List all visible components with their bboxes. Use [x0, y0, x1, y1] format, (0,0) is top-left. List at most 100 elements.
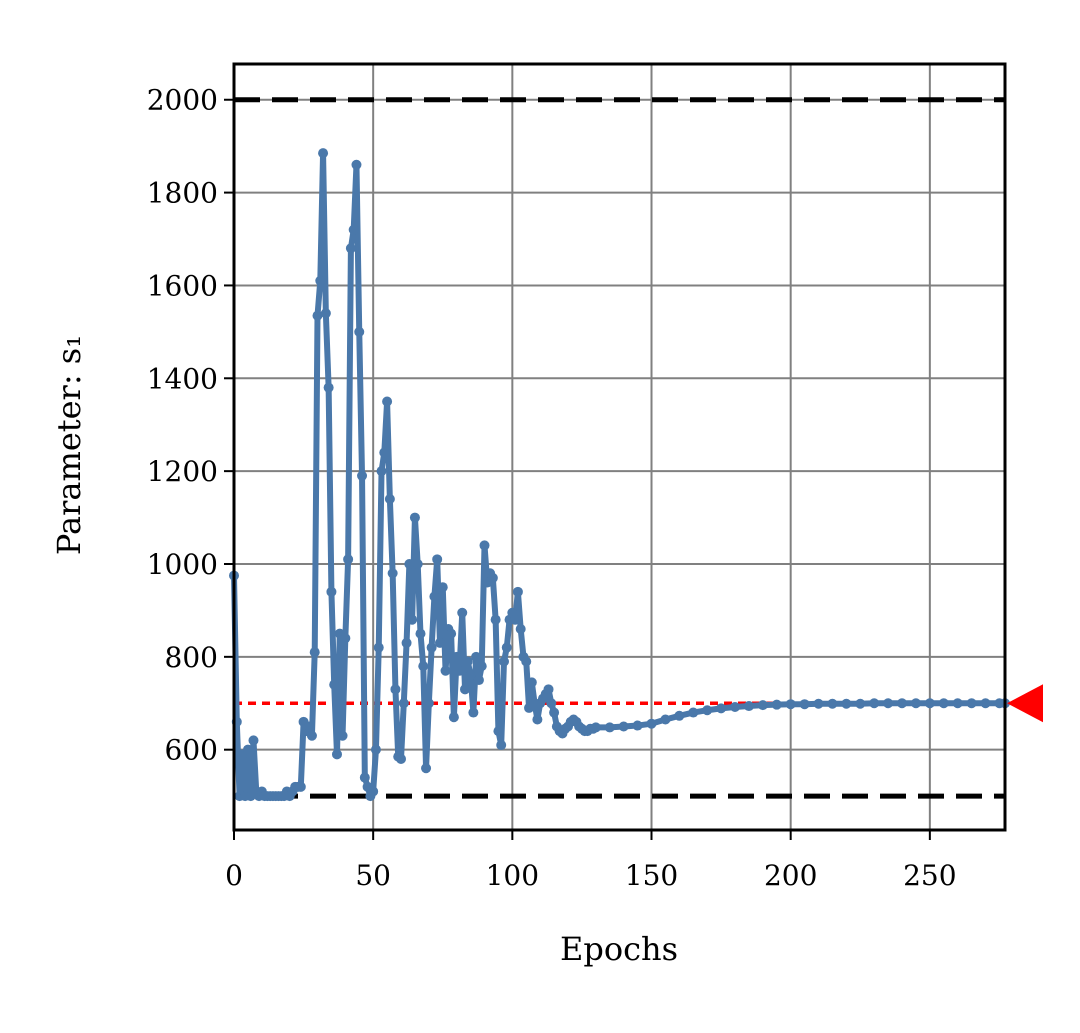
- point: [387, 568, 398, 579]
- point: [446, 628, 457, 639]
- point: [440, 665, 451, 676]
- point: [434, 637, 445, 648]
- point: [487, 572, 498, 583]
- point: [418, 661, 429, 672]
- y-tick-label: 1800: [147, 177, 218, 210]
- point: [471, 651, 482, 662]
- point: [304, 721, 315, 732]
- point: [883, 698, 894, 709]
- point: [370, 744, 381, 755]
- point: [938, 698, 949, 709]
- point: [674, 710, 685, 721]
- point: [498, 656, 509, 667]
- point: [897, 698, 908, 709]
- point: [359, 772, 370, 783]
- point: [855, 698, 866, 709]
- point: [454, 665, 465, 676]
- point: [468, 707, 479, 718]
- point: [357, 470, 368, 481]
- point: [348, 224, 359, 235]
- point: [396, 753, 407, 764]
- point: [379, 447, 390, 458]
- point: [376, 466, 387, 477]
- point: [351, 159, 362, 170]
- point: [743, 701, 754, 712]
- y-tick-label: 1600: [147, 269, 218, 302]
- point: [368, 786, 379, 797]
- point: [337, 730, 348, 741]
- point: [841, 698, 852, 709]
- x-tick-label: 150: [625, 859, 678, 892]
- point: [373, 642, 384, 653]
- point: [465, 670, 476, 681]
- point: [384, 493, 395, 504]
- point: [315, 275, 326, 286]
- y-tick-label: 1000: [147, 548, 218, 581]
- point: [462, 656, 473, 667]
- point: [549, 707, 560, 718]
- point: [457, 607, 468, 618]
- point: [510, 614, 521, 625]
- point: [771, 699, 782, 710]
- point: [390, 684, 401, 695]
- point: [515, 623, 526, 634]
- point: [448, 712, 459, 723]
- point: [632, 720, 643, 731]
- point: [309, 647, 320, 658]
- x-tick-label: 50: [355, 859, 391, 892]
- point: [421, 763, 432, 774]
- point: [496, 740, 507, 751]
- point: [476, 661, 487, 672]
- point: [320, 308, 331, 319]
- point: [512, 586, 523, 597]
- point: [412, 558, 423, 569]
- y-tick-label: 600: [165, 734, 218, 767]
- point: [242, 744, 253, 755]
- point: [785, 699, 796, 710]
- point: [799, 699, 810, 710]
- point: [318, 148, 329, 159]
- point: [618, 721, 629, 732]
- point: [543, 684, 554, 695]
- point: [716, 703, 727, 714]
- point: [398, 698, 409, 709]
- point: [730, 701, 741, 712]
- point: [306, 730, 317, 741]
- point: [501, 642, 512, 653]
- point: [407, 614, 418, 625]
- point: [521, 656, 532, 667]
- point: [331, 749, 342, 760]
- x-tick-label: 100: [486, 859, 539, 892]
- point: [869, 698, 880, 709]
- point: [451, 651, 462, 662]
- point: [323, 382, 334, 393]
- point: [757, 700, 768, 711]
- point: [924, 698, 935, 709]
- point: [966, 698, 977, 709]
- point: [340, 633, 351, 644]
- point: [604, 722, 615, 733]
- point: [660, 714, 671, 725]
- point: [295, 781, 306, 792]
- point: [423, 698, 434, 709]
- point: [702, 705, 713, 716]
- point: [354, 326, 365, 337]
- point: [382, 396, 393, 407]
- point: [404, 558, 415, 569]
- y-tick-label: 2000: [147, 84, 218, 117]
- point: [343, 554, 354, 565]
- point: [401, 637, 412, 648]
- point: [473, 675, 484, 686]
- point: [429, 591, 440, 602]
- x-tick-label: 0: [225, 859, 243, 892]
- point: [526, 677, 537, 688]
- point: [952, 698, 963, 709]
- point: [248, 735, 259, 746]
- point: [546, 698, 557, 709]
- point: [813, 698, 824, 709]
- x-tick-label: 200: [764, 859, 817, 892]
- point: [479, 540, 490, 551]
- y-tick-label: 1200: [147, 455, 218, 488]
- point: [329, 679, 340, 690]
